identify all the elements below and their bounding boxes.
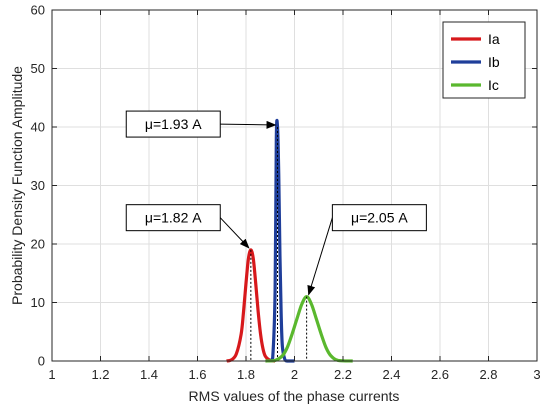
y-axis-label: Probability Density Function Amplitude (9, 66, 25, 305)
annotation-ic: μ=2.05 A (307, 204, 427, 296)
x-tick-label: 1 (48, 367, 55, 382)
legend-label-ia: Ia (488, 31, 500, 47)
legend-label-ib: Ib (488, 54, 500, 70)
x-axis-label: RMS values of the phase currents (189, 388, 400, 404)
y-tick-label: 60 (31, 3, 45, 18)
annotation-ia: μ=1.82 A (125, 204, 250, 249)
y-tick-label: 40 (31, 120, 45, 135)
x-tick-label: 2.4 (382, 367, 400, 382)
annotation-label: μ=2.05 A (351, 210, 408, 226)
annotation-arrow (220, 120, 277, 129)
annotations: μ=1.93 A μ=1.82 A μ=2.05 A (125, 110, 427, 296)
x-tick-label: 2.2 (334, 367, 352, 382)
annotation-label: μ=1.93 A (145, 116, 202, 132)
annotation-arrow (307, 217, 333, 296)
y-tick-label: 50 (31, 61, 45, 76)
x-tick-label: 1.2 (91, 367, 109, 382)
series-line-ia (226, 248, 276, 363)
series-line-ib (269, 118, 295, 363)
annotation-box (331, 204, 427, 232)
y-tick-label: 10 (31, 295, 45, 310)
x-tick-label: 1.4 (140, 367, 158, 382)
x-tick-label: 1.8 (237, 367, 255, 382)
annotation-box (125, 110, 221, 138)
axes (51, 9, 538, 362)
x-tick-label: 3 (533, 367, 540, 382)
annotation-ib: μ=1.93 A (125, 110, 277, 138)
x-tick-label: 2 (291, 367, 298, 382)
y-tick-label: 20 (31, 237, 45, 252)
annotation-box (125, 204, 221, 232)
y-tick-label: 30 (31, 178, 45, 193)
x-tick-label: 1.6 (188, 367, 206, 382)
x-tick-label: 2.8 (479, 367, 497, 382)
y-tick-label: 0 (38, 354, 45, 369)
annotation-label: μ=1.82 A (145, 210, 202, 226)
legend-label-ic: Ic (488, 77, 499, 93)
legend: Ia Ib Ic (442, 21, 526, 99)
x-tick-label: 2.6 (431, 367, 449, 382)
series-layer (226, 118, 353, 363)
annotation-arrow (219, 217, 250, 249)
